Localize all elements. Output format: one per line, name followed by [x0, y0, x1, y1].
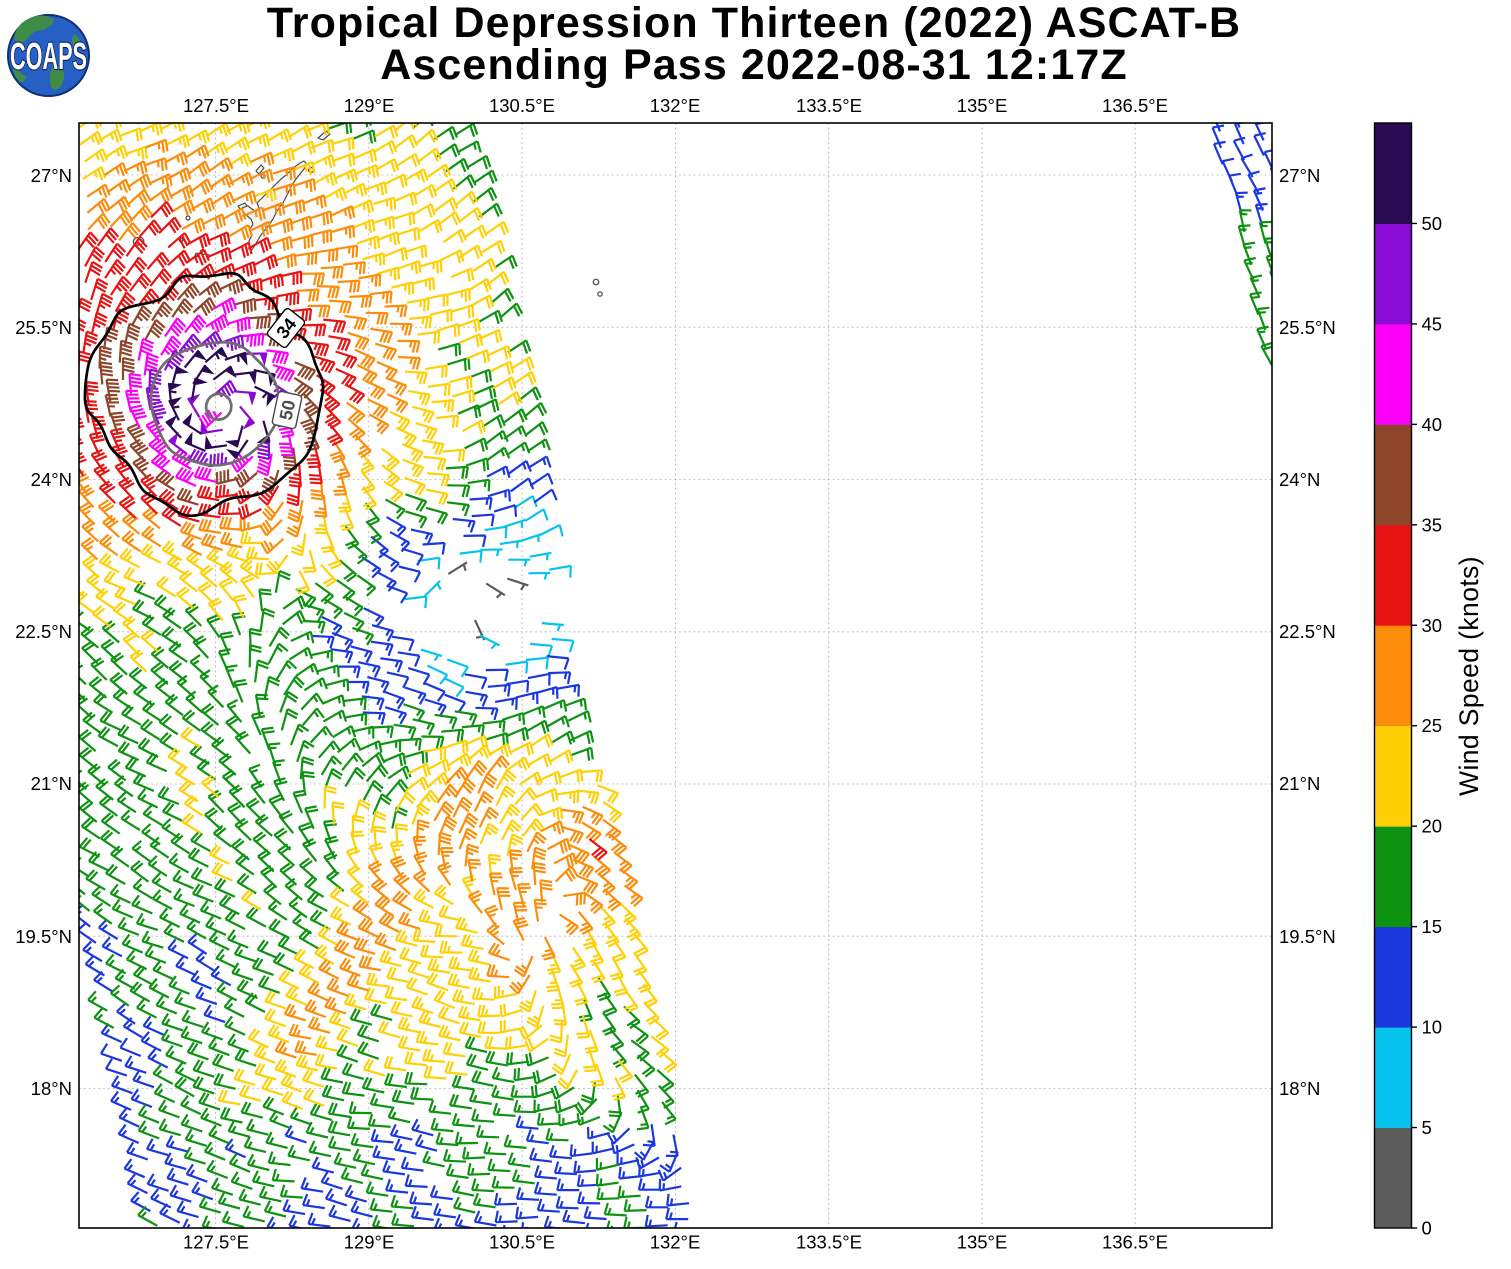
svg-text:136.5°E: 136.5°E	[1102, 1232, 1168, 1253]
svg-text:10: 10	[1422, 1017, 1443, 1038]
svg-text:40: 40	[1422, 414, 1443, 435]
svg-text:25.5°N: 25.5°N	[1279, 317, 1336, 338]
svg-text:135°E: 135°E	[957, 1232, 1008, 1253]
svg-text:19.5°N: 19.5°N	[1279, 926, 1336, 947]
svg-text:22.5°N: 22.5°N	[15, 621, 72, 642]
svg-text:18°N: 18°N	[1279, 1078, 1320, 1099]
svg-text:21°N: 21°N	[31, 773, 72, 794]
svg-text:136.5°E: 136.5°E	[1102, 95, 1168, 116]
svg-text:45: 45	[1422, 313, 1443, 334]
svg-text:129°E: 129°E	[344, 95, 395, 116]
svg-text:25: 25	[1422, 715, 1443, 736]
svg-text:130.5°E: 130.5°E	[489, 95, 555, 116]
svg-text:35: 35	[1422, 514, 1443, 535]
svg-text:22.5°N: 22.5°N	[1279, 621, 1336, 642]
svg-text:Ascending Pass 2022-08-31 12:1: Ascending Pass 2022-08-31 12:17Z	[380, 41, 1127, 89]
svg-text:50: 50	[276, 398, 300, 422]
svg-text:27°N: 27°N	[1279, 165, 1320, 186]
svg-text:21°N: 21°N	[1279, 773, 1320, 794]
svg-text:127.5°E: 127.5°E	[183, 1232, 249, 1253]
svg-text:130.5°E: 130.5°E	[489, 1232, 555, 1253]
svg-text:5: 5	[1422, 1117, 1432, 1138]
svg-text:135°E: 135°E	[957, 95, 1008, 116]
svg-text:24°N: 24°N	[1279, 469, 1320, 490]
svg-text:24°N: 24°N	[31, 469, 72, 490]
svg-text:50: 50	[1422, 213, 1443, 234]
svg-text:25.5°N: 25.5°N	[15, 317, 72, 338]
svg-text:18°N: 18°N	[31, 1078, 72, 1099]
svg-text:133.5°E: 133.5°E	[796, 95, 862, 116]
svg-text:15: 15	[1422, 916, 1443, 937]
svg-text:Tropical Depression Thirteen (: Tropical Depression Thirteen (2022) ASCA…	[267, 0, 1241, 47]
svg-text:132°E: 132°E	[650, 1232, 701, 1253]
svg-text:COAPS: COAPS	[10, 36, 87, 78]
svg-text:20: 20	[1422, 816, 1443, 837]
svg-text:Wind Speed (knots): Wind Speed (knots)	[1454, 556, 1484, 796]
svg-text:127.5°E: 127.5°E	[183, 95, 249, 116]
svg-text:129°E: 129°E	[344, 1232, 395, 1253]
svg-text:132°E: 132°E	[650, 95, 701, 116]
svg-text:19.5°N: 19.5°N	[15, 926, 72, 947]
svg-text:27°N: 27°N	[31, 165, 72, 186]
svg-text:133.5°E: 133.5°E	[796, 1232, 862, 1253]
svg-text:0: 0	[1422, 1218, 1432, 1239]
svg-text:30: 30	[1422, 615, 1443, 636]
